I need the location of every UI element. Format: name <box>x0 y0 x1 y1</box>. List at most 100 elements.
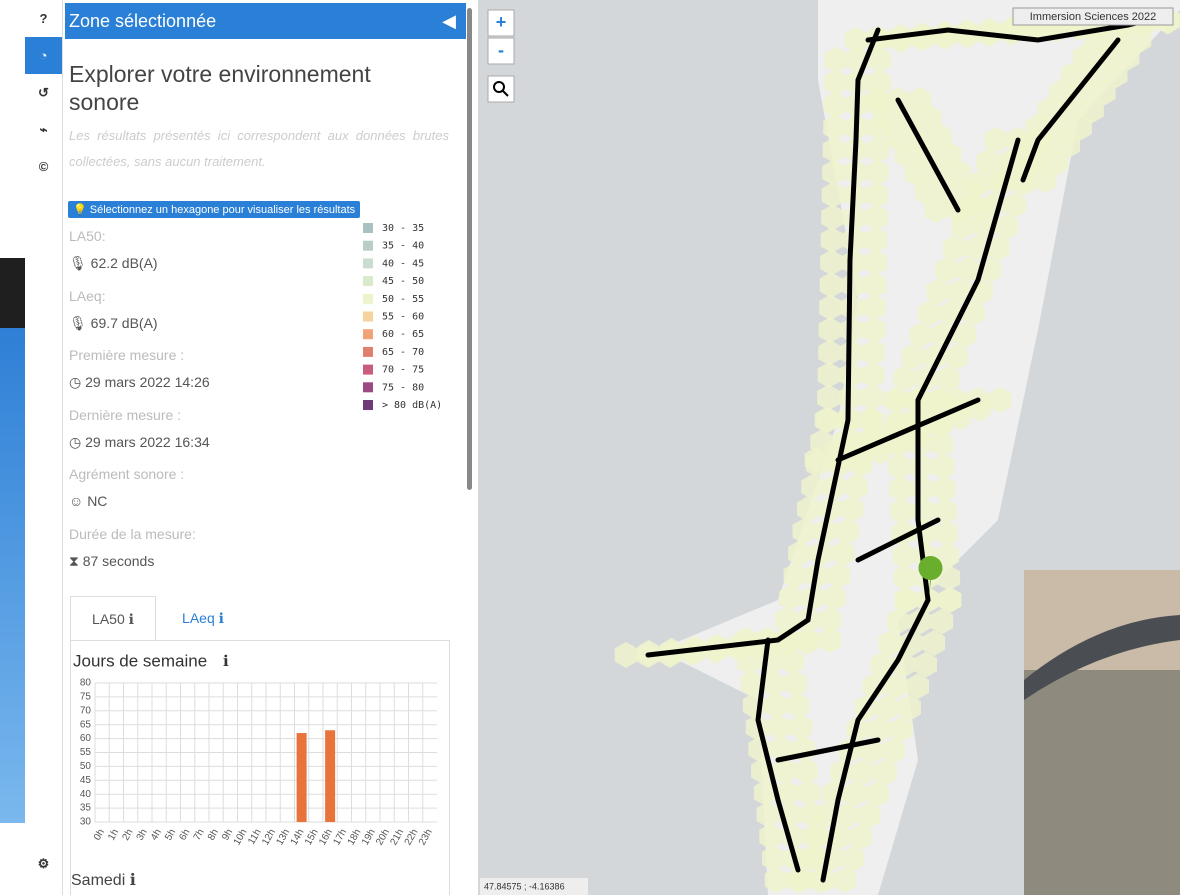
marker[interactable] <box>918 556 943 598</box>
field-value-text: 87 seconds <box>82 552 155 569</box>
x-tick-label: 17h <box>331 827 349 847</box>
header-text: Zone sélectionnée <box>69 11 217 31</box>
hexagon <box>884 387 908 413</box>
legend-label: 45 - 50 <box>382 276 424 287</box>
hexagon <box>1083 62 1106 88</box>
icon-bar: ? ◔ ↺ ⌁ © ⚙ <box>25 0 63 895</box>
field-value-text: 29 mars 2022 16:34 <box>85 433 210 450</box>
hexagon <box>1045 149 1069 176</box>
hexagon <box>836 518 859 545</box>
hexagon <box>1072 44 1096 71</box>
attribution-box <box>1012 7 1174 26</box>
chart-box <box>70 640 450 895</box>
legend-label: 60 - 65 <box>382 329 424 340</box>
hexagon <box>1049 79 1072 106</box>
panel-title: Explorer votre environnement sonore <box>69 61 371 115</box>
attribution: Immersion Sciences 2022 <box>1030 11 1157 23</box>
hexagon <box>773 757 796 784</box>
field-label: Agrément sonore : <box>69 466 185 482</box>
x-tick-label: 21h <box>388 827 406 847</box>
hexagon <box>893 564 917 591</box>
hexagon <box>924 197 948 223</box>
hexagon <box>900 630 924 657</box>
hexagon <box>823 114 846 141</box>
hexagon <box>945 343 968 370</box>
legend-label: 35 - 40 <box>382 241 424 252</box>
tab[interactable]: LAeq ℹ <box>182 610 224 626</box>
hexagon <box>965 235 988 262</box>
hexagon <box>926 278 949 305</box>
track <box>1020 37 1121 183</box>
hexagon <box>874 105 898 132</box>
x-tick-label: 19h <box>360 827 378 847</box>
hexagon <box>938 142 962 168</box>
hexagon <box>918 300 941 327</box>
hexagon <box>861 362 885 388</box>
x-tick-label: 7h <box>192 827 207 842</box>
legend-swatch <box>363 346 373 357</box>
hexagon <box>968 197 992 223</box>
hexagon <box>767 714 791 741</box>
help-icon[interactable]: ? <box>39 11 48 26</box>
x-tick-label: 6h <box>177 827 192 842</box>
hexagon <box>801 473 824 500</box>
hexagon <box>1069 114 1092 141</box>
hexagon <box>822 159 845 186</box>
hexagon <box>817 384 840 411</box>
hexagon <box>764 692 788 719</box>
legend-label: 30 - 35 <box>382 223 424 234</box>
search-button[interactable] <box>487 75 515 103</box>
history-icon[interactable]: ↺ <box>38 84 49 100</box>
track <box>645 27 881 658</box>
info-icon: ℹ <box>223 653 229 670</box>
hexagon <box>976 148 999 175</box>
hexagon <box>935 520 958 547</box>
hexagon <box>804 447 828 473</box>
hexagon <box>934 498 957 525</box>
hexagon <box>786 692 810 719</box>
hexagon <box>824 47 848 73</box>
hexagon <box>762 670 785 697</box>
field-value: ◷ 29 mars 2022 14:26 <box>69 374 210 390</box>
search-icon <box>502 90 509 97</box>
hexagon <box>861 384 884 411</box>
hexagon <box>888 453 911 480</box>
hexagon <box>898 694 921 721</box>
hexagon <box>797 779 821 806</box>
legend-swatch <box>363 382 373 393</box>
hexagon <box>819 272 843 298</box>
hexagon <box>894 142 918 168</box>
zoom-in[interactable] <box>487 9 515 37</box>
tab-label: LA50 <box>92 611 125 627</box>
hexagon <box>864 227 888 253</box>
hexagon <box>852 759 875 786</box>
copyright-icon[interactable]: © <box>38 159 49 174</box>
bar <box>325 730 336 822</box>
backdrop <box>0 328 25 823</box>
hexagon <box>844 27 868 53</box>
chart-icon[interactable]: ⌁ <box>39 121 48 137</box>
y-tick-label: 65 <box>80 719 92 730</box>
photo-inset <box>1024 670 1180 895</box>
collapse-button[interactable]: ◀ <box>442 11 456 31</box>
y-tick-label: 55 <box>80 747 92 758</box>
zoom-out[interactable] <box>487 37 515 65</box>
x-tick-label: 8h <box>206 827 221 842</box>
hexagon <box>862 339 885 366</box>
field-label: LA50: <box>69 228 106 244</box>
photo-inset <box>1024 615 1180 700</box>
settings-icon[interactable]: ⚙ <box>37 855 50 871</box>
hexagon <box>753 779 777 806</box>
tab[interactable]: LA50 ℹ <box>70 596 156 641</box>
hexagon <box>840 339 863 366</box>
scrollbar[interactable] <box>467 8 472 490</box>
zoom-in-label: + <box>496 12 507 32</box>
hexagon <box>818 627 842 653</box>
hexagon <box>822 137 846 163</box>
stats-icon[interactable]: ◔ <box>25 37 62 74</box>
hexagon <box>864 249 887 276</box>
hexagon <box>783 562 807 589</box>
hexagon <box>984 127 1008 153</box>
tab-label: LAeq <box>182 610 215 626</box>
